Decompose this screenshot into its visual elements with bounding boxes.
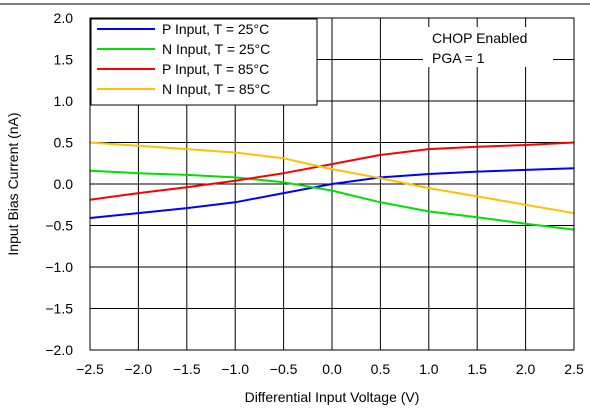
- annotation: CHOP Enabled PGA = 1: [423, 27, 553, 67]
- y-tick-label: −1.5: [45, 301, 73, 317]
- x-tick-label: 0.0: [322, 361, 342, 377]
- legend-label-4: N Input, T = 85°C: [162, 81, 270, 97]
- y-axis-label: Input Bias Current (nA): [5, 112, 21, 255]
- x-tick-label: 2.0: [516, 361, 536, 377]
- legend-label-1: P Input, T = 25°C: [162, 21, 269, 37]
- y-tick-label: −1.0: [45, 259, 73, 275]
- x-tick-label: −0.5: [270, 361, 298, 377]
- legend: P Input, T = 25°C N Input, T = 25°C P Inpu…: [90, 18, 318, 106]
- y-tick-label: 0.5: [54, 135, 74, 151]
- y-tick-label: 0.0: [54, 176, 74, 192]
- plot-frame: [89, 17, 575, 351]
- annotation-pga: PGA = 1: [432, 50, 485, 66]
- y-tick-label: 2.0: [54, 10, 74, 26]
- x-tick-label: −2.5: [76, 361, 104, 377]
- y-tick-label: −0.5: [45, 218, 73, 234]
- x-tick-label: −1.5: [173, 361, 201, 377]
- series-line-2: [89, 169, 575, 231]
- x-tick-label: 1.0: [419, 361, 439, 377]
- annotation-chop: CHOP Enabled: [432, 30, 527, 46]
- x-tick-label: 0.5: [371, 361, 391, 377]
- series-layer: [89, 141, 575, 231]
- series-line-1: [89, 167, 575, 219]
- legend-box: [90, 18, 318, 106]
- series-line-3: [89, 141, 575, 201]
- x-tick-label: −2.0: [125, 361, 153, 377]
- x-axis-label: Differential Input Voltage (V): [245, 389, 420, 405]
- x-tick-label: 1.5: [467, 361, 487, 377]
- x-tick-label: −1.0: [221, 361, 249, 377]
- y-tick-label: −2.0: [45, 342, 73, 358]
- annotation-box: [423, 27, 553, 67]
- y-tick-labels: −2.0 −1.5 −1.0 −0.5 0.0 0.5 1.0 1.5 2.0: [45, 10, 73, 358]
- y-tick-label: 1.0: [54, 93, 74, 109]
- x-tick-label: 2.5: [564, 361, 584, 377]
- y-tick-label: 1.5: [54, 52, 74, 68]
- x-tick-labels: −2.5 −2.0 −1.5 −1.0 −0.5 0.0 0.5 1.0 1.5 2.0 2.5: [76, 361, 584, 377]
- series-line-4: [89, 141, 575, 215]
- legend-label-3: P Input, T = 85°C: [162, 61, 269, 77]
- legend-label-2: N Input, T = 25°C: [162, 41, 270, 57]
